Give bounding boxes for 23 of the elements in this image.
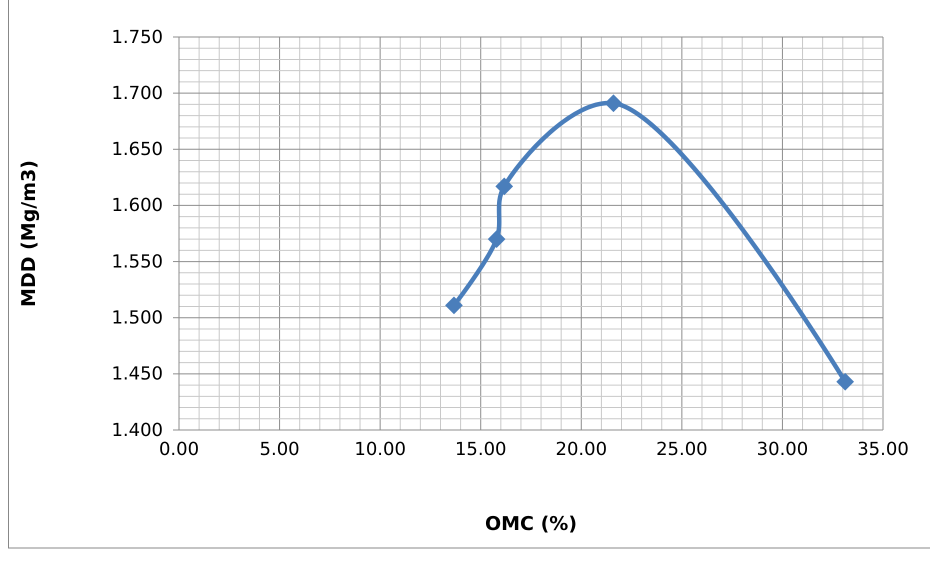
x-tick-label: 0.00 xyxy=(158,438,200,460)
y-tick-label: 1.700 xyxy=(111,82,163,104)
x-tick-label: 30.00 xyxy=(756,438,808,460)
y-tick-label: 1.500 xyxy=(111,307,163,328)
x-axis-title: OMC (%) xyxy=(484,513,578,535)
y-tick-label: 1.600 xyxy=(111,195,163,216)
x-tick-label: 25.00 xyxy=(656,438,708,460)
y-tick-label: 1.450 xyxy=(111,364,163,385)
x-tick-label: 20.00 xyxy=(556,438,608,460)
y-tick-label: 1.400 xyxy=(111,420,163,441)
x-tick-label: 15.00 xyxy=(454,438,506,460)
x-tick-label: 35.00 xyxy=(857,438,909,460)
point xyxy=(445,296,463,314)
point xyxy=(488,230,506,248)
y-tick-label: 1.550 xyxy=(111,251,163,272)
point xyxy=(495,177,514,196)
y-tick-label: 1.650 xyxy=(111,139,163,160)
point xyxy=(836,372,854,391)
y-axis-title: MDD (Mg/m3) xyxy=(18,160,40,307)
point xyxy=(604,94,622,112)
y-tick-label: 1.750 xyxy=(111,26,163,48)
x-tick-label: 5.00 xyxy=(260,438,300,460)
x-tick-label: 10.00 xyxy=(354,438,406,460)
